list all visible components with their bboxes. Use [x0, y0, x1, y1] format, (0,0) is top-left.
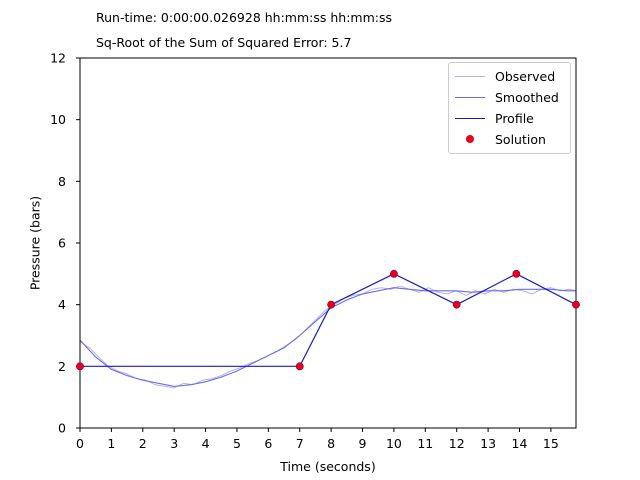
- series-line-profile: [80, 273, 576, 367]
- legend-item-observed: Observed: [455, 68, 555, 84]
- solution-points: [76, 269, 580, 371]
- y-tick-label: 10: [50, 112, 66, 127]
- legend: Observed Smoothed Profile Solution: [448, 62, 571, 154]
- x-axis-ticks: 0 1 2 3 4 5 6 7 8 9 10 11 12 13 14 15: [76, 428, 559, 451]
- legend-item-profile: Profile: [455, 110, 534, 126]
- series-layer: [80, 273, 576, 389]
- y-axis-label: Pressure (bars): [27, 195, 43, 291]
- legend-swatch-smoothed: [455, 89, 485, 105]
- x-tick-label: 12: [449, 436, 465, 451]
- x-tick-label: 15: [543, 436, 559, 451]
- legend-label-observed: Observed: [495, 68, 556, 84]
- x-tick-label: 4: [202, 436, 210, 451]
- x-tick-label: 2: [139, 436, 147, 451]
- y-tick-label: 6: [58, 236, 66, 251]
- error-label: Sq-Root of the Sum of Squared Error: 5.7: [96, 35, 352, 50]
- x-tick-label: 5: [233, 436, 241, 451]
- legend-item-smoothed: Smoothed: [455, 89, 559, 105]
- solution-point: [452, 300, 461, 309]
- solution-point: [76, 362, 84, 371]
- y-tick-label: 2: [58, 359, 66, 374]
- runtime-label: Run-time: 0:00:00.026928 hh:mm:ss hh:mm:…: [96, 10, 393, 25]
- x-tick-label: 10: [386, 436, 402, 451]
- solution-point: [390, 269, 398, 278]
- x-tick-label: 8: [327, 436, 335, 451]
- y-tick-label: 4: [58, 297, 66, 312]
- y-axis-ticks: 0 2 4 6 8 10 12: [50, 51, 80, 436]
- solution-point: [572, 300, 580, 309]
- x-tick-label: 11: [417, 436, 433, 451]
- legend-label-profile: Profile: [495, 110, 534, 126]
- y-tick-label: 0: [58, 421, 66, 436]
- x-tick-label: 14: [512, 436, 528, 451]
- solution-point: [512, 269, 521, 278]
- legend-label-solution: Solution: [495, 131, 546, 147]
- x-tick-label: 13: [480, 436, 496, 451]
- x-tick-label: 3: [170, 436, 178, 451]
- x-tick-label: 7: [296, 436, 304, 451]
- x-tick-label: 1: [107, 436, 115, 451]
- legend-swatch-observed: [455, 68, 485, 84]
- solution-point: [295, 362, 304, 371]
- legend-label-smoothed: Smoothed: [495, 89, 559, 105]
- series-line-observed: [80, 285, 576, 389]
- x-axis-label: Time (seconds): [280, 459, 376, 474]
- y-tick-label: 12: [50, 51, 66, 66]
- legend-swatch-profile: [455, 110, 485, 126]
- x-tick-label: 6: [264, 436, 272, 451]
- legend-item-solution: Solution: [455, 131, 546, 147]
- x-tick-label: 9: [359, 436, 367, 451]
- legend-swatch-solution: [455, 131, 485, 147]
- y-tick-label: 8: [58, 174, 66, 189]
- x-tick-label: 0: [76, 436, 84, 451]
- solution-point: [327, 300, 336, 309]
